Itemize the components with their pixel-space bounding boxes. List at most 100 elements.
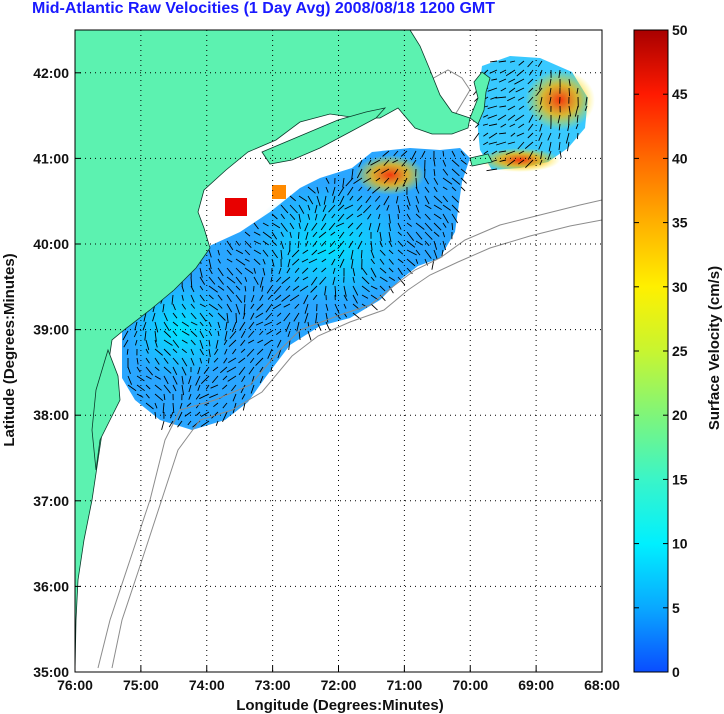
velocity-vector xyxy=(199,321,204,327)
velocity-vector xyxy=(134,321,138,331)
velocity-vector xyxy=(397,267,403,276)
velocity-vector xyxy=(285,321,291,332)
velocity-vector xyxy=(163,312,168,322)
velocity-vector xyxy=(244,240,252,249)
colorbar-tick-label: 5 xyxy=(672,600,680,616)
velocity-vector xyxy=(433,249,438,259)
velocity-vector xyxy=(584,105,588,111)
velocity-vector xyxy=(442,222,447,228)
velocity-vector xyxy=(179,402,183,409)
velocity-vector xyxy=(442,186,448,190)
velocity-vector xyxy=(235,285,241,291)
velocity-vector xyxy=(145,384,151,390)
velocity-vector xyxy=(488,123,498,127)
velocity-vector xyxy=(226,366,237,373)
velocity-vector xyxy=(500,123,507,128)
velocity-vector xyxy=(225,321,228,330)
velocity-vector xyxy=(276,321,282,326)
velocity-vector xyxy=(442,150,445,157)
velocity-vector xyxy=(163,384,171,394)
velocity-vector xyxy=(190,294,195,303)
velocity-vector xyxy=(496,141,507,146)
velocity-vector xyxy=(217,321,221,329)
velocity-vector xyxy=(259,294,264,301)
velocity-vector xyxy=(287,330,291,338)
velocity-vector xyxy=(388,258,394,265)
velocity-vector xyxy=(281,276,291,284)
velocity-vector xyxy=(152,312,156,322)
velocity-vector xyxy=(259,366,264,373)
velocity-vector xyxy=(244,231,251,237)
colorbar-tick-label: 45 xyxy=(672,86,688,102)
velocity-vector xyxy=(271,231,278,240)
velocity-vector xyxy=(317,249,327,255)
velocity-vector xyxy=(262,222,269,227)
velocity-vector xyxy=(213,402,219,408)
velocity-vector xyxy=(325,186,329,193)
velocity-vector xyxy=(376,204,381,210)
velocity-vector xyxy=(527,150,534,160)
velocity-vector xyxy=(281,294,291,302)
velocity-vector xyxy=(527,132,534,139)
velocity-vector xyxy=(329,240,336,247)
velocity-vector xyxy=(239,321,246,331)
velocity-vector xyxy=(339,195,345,206)
colorbar-tick-label: 35 xyxy=(672,215,688,231)
velocity-vector xyxy=(347,222,354,229)
velocity-vector xyxy=(181,339,188,344)
velocity-vector xyxy=(378,213,381,220)
velocity-vector xyxy=(215,420,219,426)
velocity-vector xyxy=(172,321,179,327)
velocity-vector xyxy=(315,312,318,324)
velocity-vector xyxy=(181,303,187,310)
x-tick-label: 72:00 xyxy=(321,677,357,693)
velocity-vector xyxy=(433,231,440,237)
velocity-vector xyxy=(240,339,246,346)
colorbar-tick-label: 15 xyxy=(672,471,688,487)
velocity-vector xyxy=(548,141,552,152)
velocity-vector xyxy=(370,240,373,251)
velocity-vector xyxy=(330,231,336,236)
velocity-vector xyxy=(388,285,394,294)
velocity-vector xyxy=(289,195,296,202)
velocity-vector xyxy=(347,186,354,196)
velocity-vector xyxy=(244,285,247,292)
velocity-vector xyxy=(510,132,516,137)
velocity-vector xyxy=(161,420,165,431)
velocity-vector xyxy=(367,186,372,192)
velocity-vector xyxy=(406,258,416,267)
velocity-vector xyxy=(528,114,534,123)
velocity-vector xyxy=(122,330,129,341)
velocity-vector xyxy=(235,249,244,255)
velocity-vector xyxy=(163,393,166,400)
velocity-vector xyxy=(248,366,255,375)
velocity-vector xyxy=(163,357,169,364)
velocity-vector xyxy=(495,96,507,99)
velocity-vector xyxy=(424,222,433,232)
velocity-vector xyxy=(226,267,234,276)
velocity-vector xyxy=(208,294,214,300)
velocity-vector xyxy=(368,222,372,231)
velocity-vector xyxy=(214,348,219,355)
velocity-vector xyxy=(518,123,525,129)
velocity-vector xyxy=(172,357,179,365)
velocity-vector xyxy=(197,366,201,375)
velocity-vector xyxy=(142,321,147,331)
velocity-vector xyxy=(208,285,218,293)
velocity-vector xyxy=(200,420,210,427)
velocity-vector xyxy=(442,240,447,251)
velocity-vector xyxy=(388,249,394,255)
velocity-vector xyxy=(442,213,449,224)
velocity-vector xyxy=(433,195,443,204)
velocity-vector xyxy=(294,303,300,309)
velocity-vector xyxy=(187,420,192,426)
velocity-vector xyxy=(145,366,154,376)
velocity-vector xyxy=(209,393,219,399)
velocity-vector xyxy=(474,123,480,128)
velocity-vector xyxy=(349,195,354,201)
velocity-vector xyxy=(424,240,430,247)
velocity-vector xyxy=(442,195,449,203)
velocity-vector xyxy=(361,276,370,285)
velocity-vector xyxy=(217,249,220,256)
y-tick-label: 39:00 xyxy=(33,322,69,338)
